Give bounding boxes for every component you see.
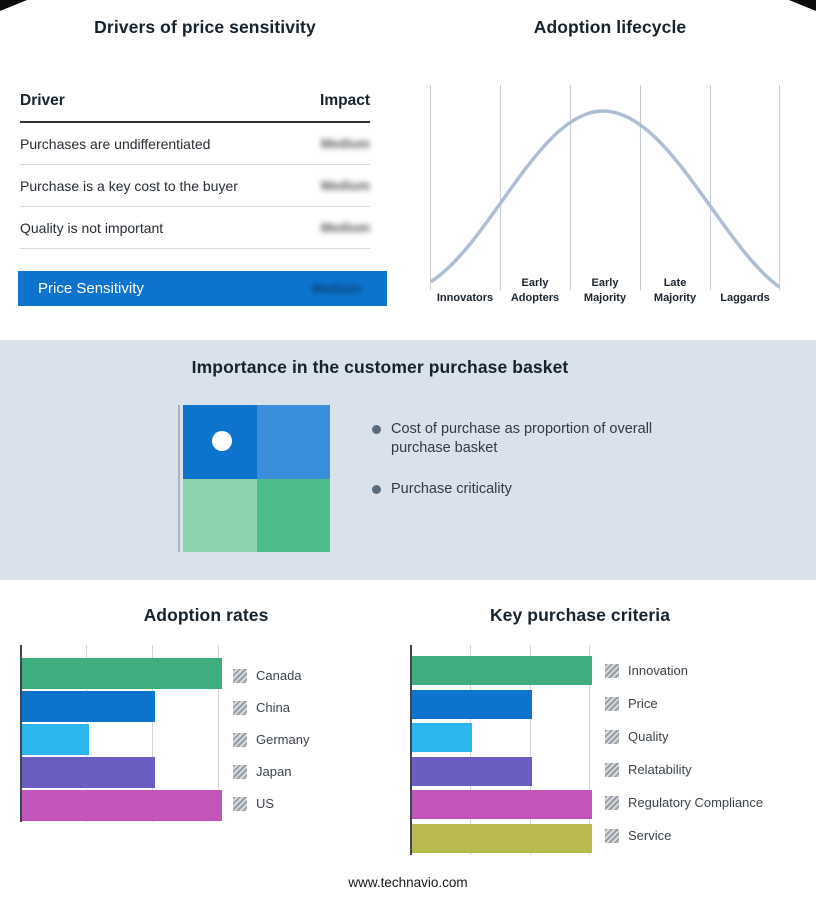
legend-item: Canada: [233, 668, 309, 683]
legend-item: Innovation: [605, 663, 763, 678]
key-purchase-criteria-chart: [410, 645, 592, 855]
bottom-charts-section: Adoption rates Key purchase criteria Can…: [0, 580, 816, 902]
table-row: Purchases are undifferentiated Medium: [20, 123, 370, 165]
price-sensitivity-label: Price Sensitivity: [38, 280, 144, 297]
table-row: Purchase is a key cost to the buyer Medi…: [20, 165, 370, 207]
bar-price: [412, 690, 532, 719]
legend-item: Service: [605, 828, 763, 843]
gridline: [218, 645, 219, 822]
gridline: [152, 645, 153, 822]
gridline: [589, 645, 590, 855]
bullet-text: Cost of purchase as proportion of overal…: [391, 421, 653, 456]
stage-divider: [779, 85, 780, 290]
legend-swatch: [605, 696, 619, 711]
adoption-rates-legend: Canada China Germany Japan US: [233, 668, 309, 811]
legend-item: Relatability: [605, 762, 763, 777]
footer-url: www.technavio.com: [348, 875, 468, 890]
legend-item: Regulatory Compliance: [605, 795, 763, 810]
lifecycle-panel-title: Adoption lifecycle: [533, 17, 687, 37]
legend-swatch: [605, 729, 619, 744]
legend-swatch: [233, 796, 247, 811]
price-sensitivity-row: Price Sensitivity Medium: [18, 271, 387, 306]
impact-cell-blurred: Medium: [320, 178, 370, 193]
purchase-basket-band: Importance in the customer purchase bask…: [0, 340, 816, 580]
quadrant-cell-3: [183, 478, 257, 552]
driver-column-header: Driver: [20, 92, 65, 109]
legend-item: China: [233, 700, 309, 715]
stage-divider: [430, 85, 431, 290]
corner-accent-right: [789, 0, 816, 11]
legend-swatch: [605, 663, 619, 678]
y-axis-line: [410, 645, 412, 855]
bar-china: [22, 691, 156, 722]
bar-service: [412, 824, 592, 853]
legend-item: Quality: [605, 729, 763, 744]
lifecycle-curve-path: [430, 109, 780, 288]
legend-swatch: [233, 668, 247, 683]
lifecycle-stage-labels: Innovators Early Adopters Early Majority…: [430, 259, 780, 305]
bar-canada: [22, 658, 222, 689]
lifecycle-curve: [430, 109, 780, 288]
basket-title: Importance in the customer purchase bask…: [191, 357, 569, 377]
adoption-rates-title: Adoption rates: [143, 605, 269, 625]
bar-germany: [22, 724, 89, 755]
quadrant-cell-4: [256, 478, 330, 552]
basket-bullet-list: Cost of purchase as proportion of overal…: [372, 420, 657, 521]
drivers-table: Driver Impact Purchases are undifferenti…: [20, 92, 370, 249]
stage-divider: [500, 85, 501, 290]
bar-relatability: [412, 757, 532, 786]
bullet-icon: [372, 485, 381, 494]
driver-cell: Purchase is a key cost to the buyer: [20, 177, 238, 194]
quadrant-cell-2: [256, 405, 330, 479]
legend-item: Price: [605, 696, 763, 711]
adoption-rates-chart: [20, 645, 222, 822]
stage-label-late-majority: Late Majority: [653, 277, 697, 304]
bullet-icon: [372, 425, 381, 434]
purchase-basket-quadrant: [178, 405, 332, 552]
price-sensitivity-impact-blurred: Medium: [311, 281, 361, 296]
legend-swatch: [605, 828, 619, 843]
y-axis-line: [20, 645, 22, 822]
legend-swatch: [605, 762, 619, 777]
drivers-table-header: Driver Impact: [20, 92, 370, 123]
impact-column-header: Impact: [320, 92, 370, 109]
key-purchase-criteria-title: Key purchase criteria: [489, 605, 671, 625]
legend-item: Japan: [233, 764, 309, 779]
lifecycle-chart: Innovators Early Adopters Early Majority…: [430, 85, 780, 305]
stage-label-innovators: Innovators: [436, 291, 494, 304]
key-purchase-criteria-legend: Innovation Price Quality Relatability Re…: [605, 663, 763, 843]
stage-label-early-adopters: Early Adopters: [510, 277, 560, 304]
legend-swatch: [233, 700, 247, 715]
legend-swatch: [233, 764, 247, 779]
quadrant-cell-1: [183, 405, 257, 479]
legend-swatch: [233, 732, 247, 747]
stage-label-early-majority: Early Majority: [583, 277, 627, 304]
gridline: [530, 645, 531, 855]
legend-item: US: [233, 796, 309, 811]
quadrant-axis-line: [178, 405, 180, 552]
stage-divider: [640, 85, 641, 290]
stage-divider: [710, 85, 711, 290]
driver-cell: Quality is not important: [20, 219, 164, 236]
legend-swatch: [605, 795, 619, 810]
bar-regulatory-compliance: [412, 790, 592, 819]
stage-label-laggards: Laggards: [720, 291, 770, 304]
bullet-item: Cost of purchase as proportion of overal…: [372, 420, 657, 458]
bar-innovation: [412, 656, 592, 685]
drivers-panel-title: Drivers of price sensitivity: [94, 17, 316, 37]
table-row: Quality is not important Medium: [20, 207, 370, 249]
quadrant-marker-dot: [212, 431, 232, 451]
bar-japan: [22, 757, 156, 788]
driver-cell: Purchases are undifferentiated: [20, 135, 211, 152]
stage-divider: [570, 85, 571, 290]
corner-accent-left: [0, 0, 27, 11]
legend-item: Germany: [233, 732, 309, 747]
bar-quality: [412, 723, 472, 752]
impact-cell-blurred: Medium: [320, 220, 370, 235]
bullet-text: Purchase criticality: [391, 481, 512, 497]
bullet-item: Purchase criticality: [372, 480, 657, 499]
bar-us: [22, 790, 222, 821]
impact-cell-blurred: Medium: [320, 136, 370, 151]
